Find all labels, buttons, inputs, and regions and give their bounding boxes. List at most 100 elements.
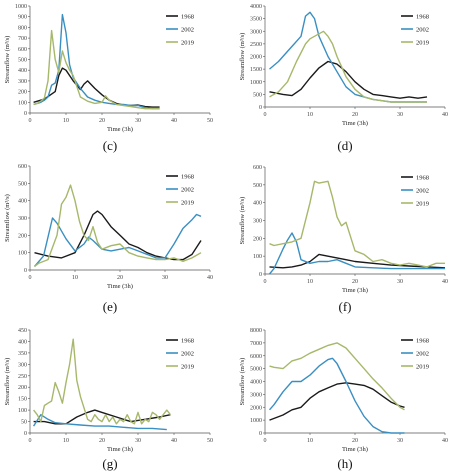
y-tick-label: 600 bbox=[253, 165, 262, 171]
y-tick-label: 50 bbox=[21, 420, 27, 426]
y-axis-label: Streamflow (m³/s) bbox=[239, 358, 246, 406]
legend-label: 2019 bbox=[416, 363, 429, 370]
y-tick-label: 250 bbox=[18, 374, 27, 380]
series-line-2019 bbox=[269, 342, 405, 411]
y-tick-label: 200 bbox=[18, 233, 27, 239]
series-line-1968 bbox=[269, 60, 428, 99]
x-tick-label: 0 bbox=[264, 112, 267, 118]
x-tick-label: 10 bbox=[307, 279, 313, 285]
x-tick-label: 40 bbox=[171, 438, 177, 444]
legend-label: 2002 bbox=[181, 186, 194, 193]
series-line-2002 bbox=[268, 232, 445, 275]
y-tick-label: 2000 bbox=[250, 405, 262, 411]
y-axis-label: Streamflow (m³/s) bbox=[239, 197, 246, 245]
x-axis-label: Time (3h) bbox=[107, 446, 133, 453]
y-tick-label: 4000 bbox=[250, 380, 262, 386]
legend-label: 2019 bbox=[181, 363, 194, 370]
y-tick-label: 100 bbox=[18, 251, 27, 257]
x-tick-label: 10 bbox=[63, 438, 69, 444]
legend-label: 1968 bbox=[181, 173, 194, 180]
x-tick-label: 20 bbox=[99, 118, 105, 124]
y-axis-label: Streamflow (m³/s) bbox=[239, 33, 246, 81]
y-tick-label: 700 bbox=[18, 36, 27, 42]
x-tick-label: 10 bbox=[72, 275, 78, 281]
x-tick-label: 20 bbox=[352, 112, 358, 118]
y-tick-label: 8000 bbox=[250, 328, 262, 334]
y-axis-label: Streamflow (m³/s) bbox=[4, 358, 11, 406]
chart-panel-5: 0 50 100 150 200 250 300 350 400 450 0 10 20 30 40 50 Ti… bbox=[4, 328, 213, 471]
x-tick-label: 0 bbox=[29, 275, 32, 281]
x-axis-label: Time (3h) bbox=[342, 287, 368, 294]
x-tick-label: 0 bbox=[264, 438, 267, 444]
x-tick-label: 40 bbox=[442, 112, 448, 118]
y-axis-label: Streamflow (m³/s) bbox=[4, 194, 11, 242]
legend-label: 2002 bbox=[416, 350, 429, 357]
y-tick-label: 4000 bbox=[250, 4, 262, 10]
x-tick-label: 0 bbox=[29, 118, 32, 124]
y-tick-label: 400 bbox=[18, 199, 27, 205]
x-tick-label: 40 bbox=[207, 275, 213, 281]
y-tick-label: 3000 bbox=[250, 392, 262, 398]
y-tick-label: 300 bbox=[18, 362, 27, 368]
series-line-2019 bbox=[33, 338, 171, 425]
y-tick-label: 1000 bbox=[250, 418, 262, 424]
y-axis-label: Streamflow (m³/s) bbox=[4, 36, 11, 84]
x-tick-label: 30 bbox=[397, 438, 403, 444]
x-tick-label: 0 bbox=[29, 438, 32, 444]
y-tick-label: 500 bbox=[18, 58, 27, 64]
y-tick-label: 400 bbox=[18, 339, 27, 345]
panel-label: (g) bbox=[102, 456, 117, 471]
legend-label: 1968 bbox=[416, 337, 429, 344]
y-tick-label: 3500 bbox=[250, 17, 262, 23]
x-tick-label: 30 bbox=[135, 438, 141, 444]
series-line-2019 bbox=[34, 184, 202, 268]
series-line-2019 bbox=[269, 30, 427, 103]
legend-label: 2019 bbox=[416, 39, 429, 46]
chart-panel-3: 0 100 200 300 400 500 600 0 10 20 30 40 Time (3h) Str… bbox=[4, 164, 213, 314]
x-axis-label: Time (3h) bbox=[342, 446, 368, 453]
y-tick-label: 200 bbox=[18, 90, 27, 96]
x-tick-label: 20 bbox=[352, 438, 358, 444]
y-tick-label: 100 bbox=[18, 408, 27, 414]
y-tick-label: 0 bbox=[24, 431, 27, 437]
y-tick-label: 100 bbox=[18, 100, 27, 106]
panel-label: (c) bbox=[103, 138, 117, 153]
panel-label: (f) bbox=[339, 299, 352, 314]
y-tick-label: 6000 bbox=[250, 354, 262, 360]
panel-label: (h) bbox=[337, 456, 352, 471]
series-line-1968 bbox=[34, 210, 202, 261]
y-tick-label: 0 bbox=[259, 431, 262, 437]
x-tick-label: 50 bbox=[207, 438, 213, 444]
x-axis-label: Time (3h) bbox=[342, 120, 368, 127]
series-line-2002 bbox=[33, 213, 202, 267]
legend-label: 1968 bbox=[181, 13, 194, 20]
legend-label: 2019 bbox=[416, 200, 429, 207]
legend-label: 1968 bbox=[416, 13, 429, 20]
y-tick-label: 400 bbox=[18, 68, 27, 74]
y-tick-label: 1500 bbox=[250, 67, 262, 73]
y-tick-label: 900 bbox=[18, 15, 27, 21]
y-tick-label: 200 bbox=[18, 385, 27, 391]
legend-label: 1968 bbox=[416, 174, 429, 181]
x-tick-label: 40 bbox=[442, 438, 448, 444]
y-tick-label: 1000 bbox=[250, 80, 262, 86]
x-tick-label: 10 bbox=[63, 118, 69, 124]
x-tick-label: 30 bbox=[397, 112, 403, 118]
y-tick-label: 0 bbox=[24, 268, 27, 274]
series-line-2002 bbox=[268, 357, 405, 434]
legend-label: 2002 bbox=[181, 26, 194, 33]
y-tick-label: 200 bbox=[253, 236, 262, 242]
series-line-2019 bbox=[33, 29, 160, 110]
series-line-1968 bbox=[269, 382, 405, 421]
series-line-2019 bbox=[269, 180, 445, 268]
y-tick-label: 5000 bbox=[250, 367, 262, 373]
x-tick-label: 20 bbox=[117, 275, 123, 281]
legend-label: 2002 bbox=[416, 26, 429, 33]
x-tick-label: 30 bbox=[162, 275, 168, 281]
x-axis-label: Time (3h) bbox=[107, 126, 133, 133]
y-tick-label: 300 bbox=[18, 216, 27, 222]
x-tick-label: 40 bbox=[171, 118, 177, 124]
y-tick-label: 3000 bbox=[250, 29, 262, 35]
series-line-2002 bbox=[33, 414, 167, 431]
y-tick-label: 300 bbox=[253, 219, 262, 225]
